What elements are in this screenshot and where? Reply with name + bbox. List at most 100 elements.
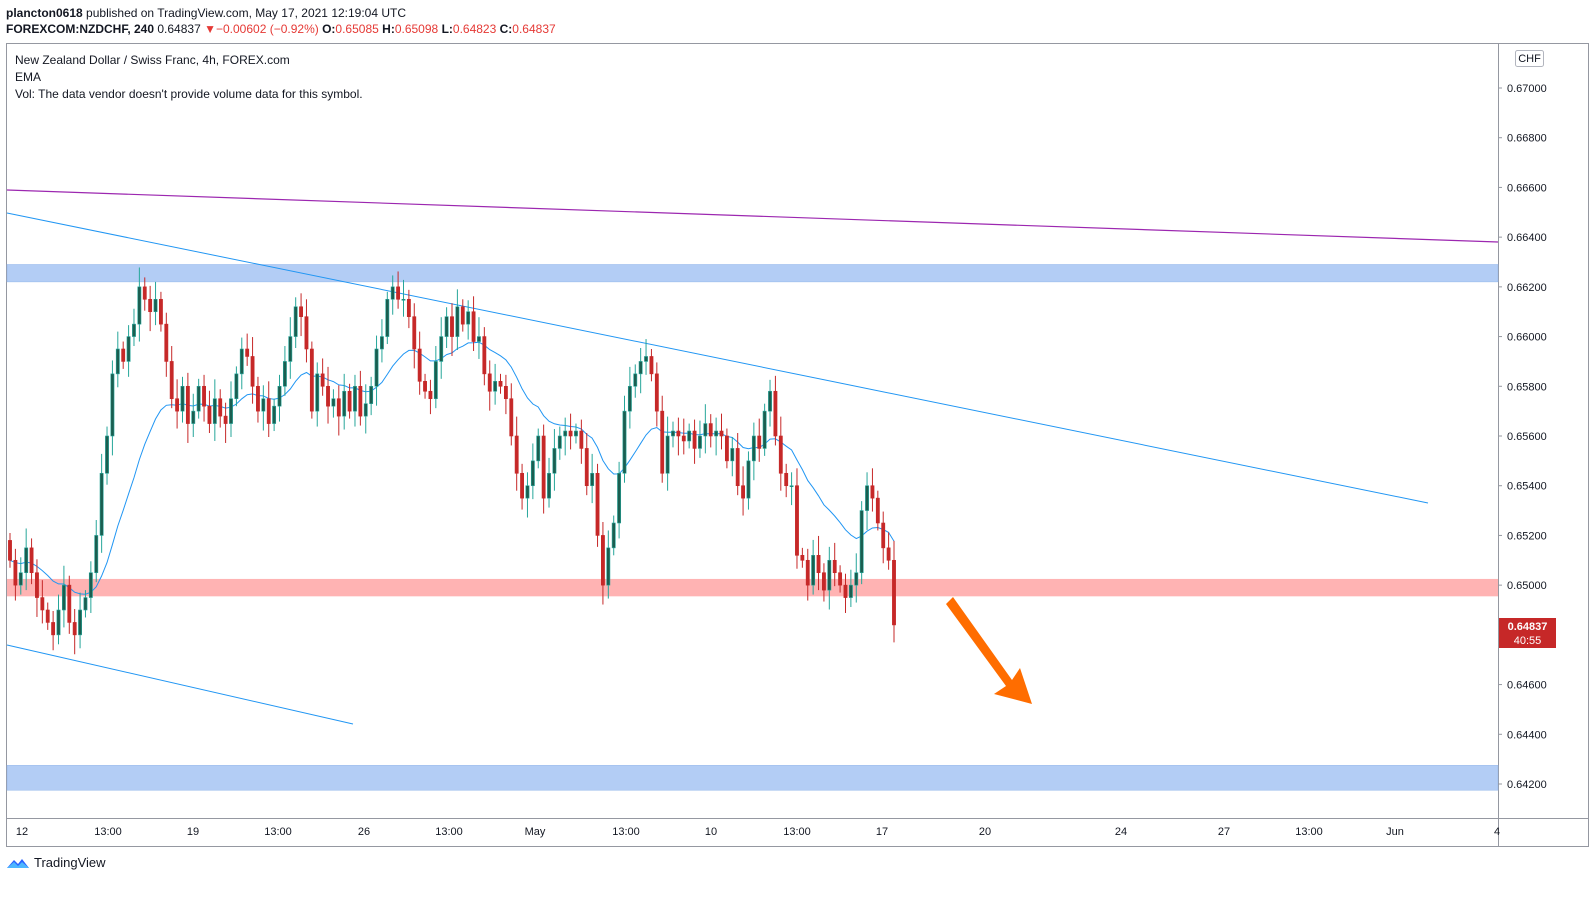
candle-body xyxy=(148,298,153,313)
last-price-marker: 0.64837 40:55 xyxy=(1499,618,1556,648)
x-tick-label: 13:00 xyxy=(1295,826,1323,838)
candle-body xyxy=(606,547,611,586)
candle-body xyxy=(175,398,180,412)
candle-body xyxy=(401,298,406,301)
zone-red-1 xyxy=(7,578,1498,597)
legend-ema[interactable]: EMA xyxy=(15,70,42,84)
down-arrow-annotation[interactable] xyxy=(946,597,1032,704)
zone-blue-2 xyxy=(6,765,1499,791)
candle-body xyxy=(153,298,158,313)
candle-body xyxy=(741,485,745,499)
candle-body xyxy=(574,430,578,437)
candle-body xyxy=(94,535,99,574)
x-tick-label: 13:00 xyxy=(94,826,122,838)
candle-body xyxy=(358,385,363,417)
candle-body xyxy=(8,540,12,561)
candle-body xyxy=(336,398,341,417)
footer-brand[interactable]: TradingView xyxy=(34,855,106,870)
candle-body xyxy=(509,398,514,437)
y-tick-label: 0.65000 xyxy=(1507,580,1547,592)
candle-body xyxy=(541,435,546,499)
candle-body xyxy=(865,485,869,511)
candle-body xyxy=(692,430,697,449)
candle-body xyxy=(875,497,880,524)
candle-body xyxy=(827,559,832,591)
candle-body xyxy=(185,385,190,424)
candle-body xyxy=(212,398,217,424)
candle-body xyxy=(288,336,293,362)
legend-title[interactable]: New Zealand Dollar / Swiss Franc, 4h, FO… xyxy=(15,53,290,67)
price-change: −0.00602 (−0.92%) xyxy=(215,22,319,36)
candle-body xyxy=(816,555,821,574)
candle-body xyxy=(396,286,401,300)
candle-body xyxy=(784,472,789,487)
candle-body xyxy=(444,316,449,337)
candle-body xyxy=(487,373,492,392)
last-price: 0.64837 xyxy=(157,22,201,36)
candle-body xyxy=(363,403,368,417)
legend-volume[interactable]: Vol: The data vendor doesn't provide vol… xyxy=(15,87,363,101)
candle-body xyxy=(13,559,18,586)
candle-body xyxy=(568,430,573,437)
candle-body xyxy=(482,336,487,375)
currency-badge[interactable]: CHF xyxy=(1515,50,1544,67)
publish-info: plancton0618 published on TradingView.co… xyxy=(6,6,406,20)
x-tick-label: 24 xyxy=(1115,826,1127,838)
candle-body xyxy=(266,398,271,424)
candle-body xyxy=(137,286,142,325)
candle-body xyxy=(773,390,778,437)
candle-body xyxy=(757,435,762,449)
candle-body xyxy=(552,448,557,474)
candle-body xyxy=(525,485,530,499)
candle-body xyxy=(514,435,519,474)
candle-body xyxy=(811,555,816,586)
candle-body xyxy=(530,460,535,487)
down-arrow-icon: ▼ xyxy=(204,22,216,36)
candle-body xyxy=(45,609,50,623)
candle-body xyxy=(35,572,39,598)
candle-body xyxy=(56,609,61,636)
candle-body xyxy=(633,373,638,387)
candle-body xyxy=(735,448,740,487)
candle-body xyxy=(347,390,352,412)
candle-body xyxy=(24,547,29,574)
candle-body xyxy=(88,572,93,598)
candle-body xyxy=(751,435,756,462)
candle-body xyxy=(762,410,767,449)
candle-body xyxy=(644,356,648,362)
candle-body xyxy=(277,385,282,407)
candle-body xyxy=(207,405,212,424)
author-name[interactable]: plancton0618 xyxy=(6,6,83,20)
candle-body xyxy=(800,555,805,561)
x-tick-label: 26 xyxy=(358,826,370,838)
footer: TradingView xyxy=(6,855,106,870)
x-tick-label: 13:00 xyxy=(264,826,292,838)
y-tick-label: 0.65600 xyxy=(1507,431,1547,443)
y-tick-label: 0.64600 xyxy=(1507,680,1547,692)
candle-body xyxy=(881,522,886,549)
candle-body xyxy=(843,584,848,598)
purple-trendline xyxy=(6,189,1499,243)
candle-body xyxy=(304,316,309,350)
candle-body xyxy=(638,361,643,375)
candle-body xyxy=(730,448,735,462)
candle-body xyxy=(342,390,347,417)
candle-body xyxy=(250,356,255,387)
candle-body xyxy=(601,535,605,586)
x-tick-label: Jun xyxy=(1386,826,1404,838)
candle-body xyxy=(665,435,670,474)
candle-body xyxy=(466,311,471,325)
candle-body xyxy=(282,361,287,387)
candle-body xyxy=(795,485,799,556)
candle-body xyxy=(293,306,298,337)
candle-body xyxy=(142,286,147,300)
candle-body xyxy=(805,559,810,586)
candle-body xyxy=(51,622,56,636)
candle-body xyxy=(110,373,115,437)
candle-body xyxy=(854,572,859,586)
candle-body xyxy=(892,559,896,626)
y-tick-label: 0.65200 xyxy=(1507,530,1547,542)
x-tick-label: 27 xyxy=(1218,826,1230,838)
upper-trendline xyxy=(6,212,1429,504)
